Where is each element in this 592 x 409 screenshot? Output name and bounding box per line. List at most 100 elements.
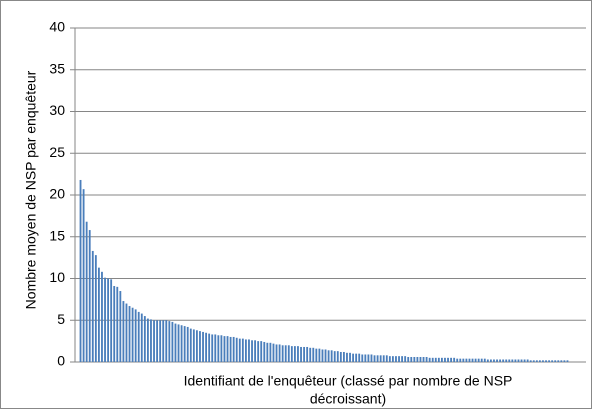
bar — [241, 338, 244, 362]
bar — [290, 346, 293, 362]
bar — [278, 344, 281, 362]
bar — [483, 358, 486, 362]
bar — [272, 343, 275, 362]
bar — [146, 318, 149, 362]
bar — [205, 332, 208, 362]
bar — [339, 351, 342, 362]
y-tick-label: 15 — [49, 227, 65, 243]
bar — [232, 336, 235, 362]
bar — [563, 360, 566, 362]
bar — [342, 351, 345, 362]
bar — [137, 311, 140, 362]
bar — [214, 334, 217, 362]
bar — [508, 359, 511, 362]
bar — [410, 356, 413, 362]
bar — [517, 359, 520, 362]
bar — [511, 359, 514, 362]
bar — [275, 344, 278, 362]
bar — [502, 359, 505, 362]
bar — [303, 346, 306, 362]
bar — [315, 348, 318, 362]
bar — [453, 357, 456, 362]
bar — [140, 313, 143, 362]
bar — [85, 221, 88, 362]
bar — [557, 360, 560, 362]
bar — [444, 357, 446, 362]
bar — [128, 306, 131, 362]
bar — [419, 356, 422, 362]
bar — [566, 360, 569, 362]
bar — [287, 345, 290, 362]
bar — [192, 329, 195, 362]
bar — [538, 360, 541, 362]
bar — [330, 350, 333, 362]
bar — [336, 351, 339, 362]
bar — [416, 356, 419, 362]
bar — [104, 277, 106, 362]
bar — [545, 360, 547, 362]
bar — [456, 358, 459, 362]
bar — [281, 345, 284, 362]
bar — [318, 348, 321, 362]
bar — [450, 357, 453, 362]
bar — [248, 339, 250, 362]
bar — [306, 346, 309, 362]
bar — [477, 358, 480, 362]
y-tick-label: 5 — [57, 311, 65, 327]
bar — [94, 255, 97, 362]
bar — [486, 359, 489, 362]
bar — [113, 286, 116, 362]
bar — [391, 356, 394, 362]
bar — [440, 357, 443, 362]
bar — [465, 358, 468, 362]
bar — [211, 334, 214, 362]
bar — [88, 230, 91, 362]
bar — [97, 267, 100, 362]
bar — [199, 331, 201, 362]
bar — [361, 354, 364, 362]
bar — [376, 355, 379, 362]
bar — [364, 354, 367, 362]
bar — [425, 356, 428, 362]
bar — [156, 320, 159, 362]
bar — [437, 357, 440, 362]
bar — [324, 349, 327, 362]
bar — [447, 357, 449, 362]
bar — [431, 357, 434, 362]
bar — [535, 360, 538, 362]
bar — [195, 330, 198, 362]
y-tick-label: 10 — [49, 269, 65, 285]
bar — [493, 359, 495, 362]
bar — [379, 355, 382, 362]
bar — [529, 360, 532, 362]
bar — [382, 355, 385, 362]
bar — [434, 357, 437, 362]
bar — [260, 341, 263, 362]
bar — [263, 341, 266, 362]
bar — [186, 326, 189, 362]
bar — [312, 347, 315, 362]
bar — [223, 336, 226, 362]
y-axis-label: Nombre moyen de NSP par enquêteur — [23, 70, 39, 309]
bar — [395, 356, 397, 362]
bar — [401, 356, 404, 362]
bar — [165, 320, 168, 362]
bar — [462, 358, 465, 362]
bar — [266, 342, 269, 362]
bar — [168, 321, 171, 362]
bar — [496, 359, 498, 362]
bar — [346, 352, 348, 362]
bar — [404, 356, 407, 362]
bar — [159, 320, 162, 362]
y-tick-label: 30 — [49, 102, 65, 118]
bar — [251, 340, 253, 362]
bar — [189, 328, 192, 362]
bar — [229, 336, 232, 362]
bar — [143, 316, 146, 362]
bar — [125, 303, 128, 362]
bar — [388, 356, 391, 362]
bar — [520, 359, 523, 362]
bar — [153, 320, 155, 362]
bar — [110, 279, 113, 362]
bar — [238, 338, 241, 362]
